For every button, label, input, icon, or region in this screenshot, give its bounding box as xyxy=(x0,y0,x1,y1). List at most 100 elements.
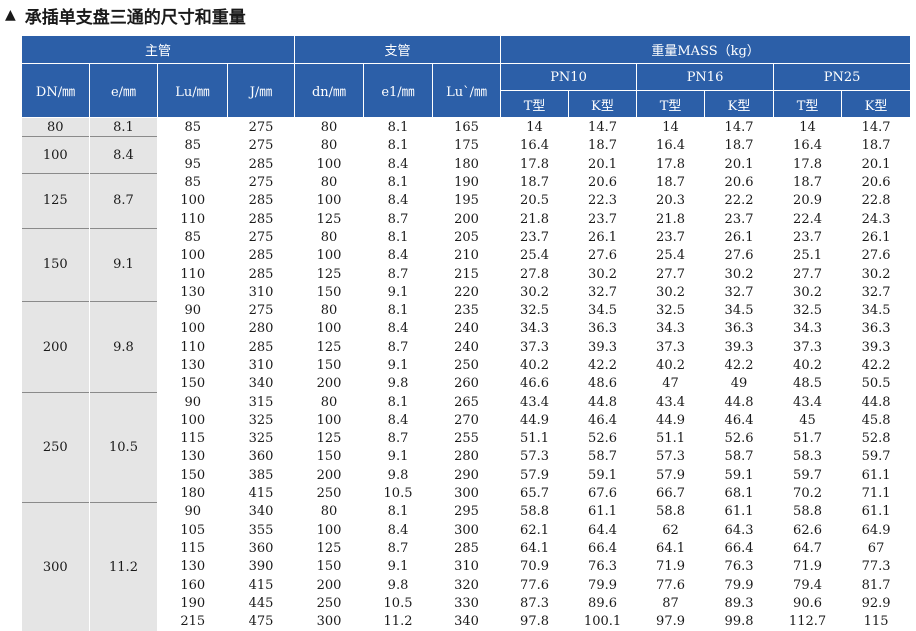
e-cell: 8.7 xyxy=(89,172,158,229)
table-row: 110 285 125 8.7 200 21.8 23.7 21.8 23.7 22.4 24.3 xyxy=(22,210,911,228)
table-row: 125 8.7 85 275 80 8.1 190 18.7 20.6 18.7 20.6 18.7 2… xyxy=(21,172,911,229)
pn25-k-cell: 18.7 xyxy=(861,138,891,154)
lu-cell: 90 xyxy=(184,303,202,319)
j-cell: 415 xyxy=(248,577,274,593)
pn10-t-cell: 65.7 xyxy=(520,486,549,502)
pn25-k-cell: 36.3 xyxy=(861,321,891,337)
dn-branch-cell: 100 xyxy=(316,248,342,264)
e1-cell: 8.4 xyxy=(387,248,409,264)
j-cell: 360 xyxy=(248,449,274,465)
e1-cell: 8.1 xyxy=(387,229,409,245)
lu2-cell: 205 xyxy=(454,229,479,245)
pn16-t-cell: 20.3 xyxy=(656,193,685,209)
j-cell: 325 xyxy=(248,431,274,447)
dn-branch-header: dn/㎜ xyxy=(294,63,365,118)
pn16-t-cell: 37.3 xyxy=(656,339,685,355)
lu2-cell: 340 xyxy=(454,614,479,630)
j-cell: 340 xyxy=(248,504,274,520)
e-cell: 10.5 xyxy=(89,392,158,503)
pn10-t-cell: 58.8 xyxy=(520,504,549,520)
e1-cell: 9.1 xyxy=(387,284,409,300)
pn16-k-cell: 23.7 xyxy=(724,211,754,227)
pn10-k-cell: 27.6 xyxy=(588,248,617,264)
pn16-t-cell: 64.1 xyxy=(656,540,685,556)
dn-branch-cell: 100 xyxy=(316,412,342,428)
pn10-k-cell: 100.1 xyxy=(583,614,622,630)
pn25-k-cell: 44.8 xyxy=(861,394,891,410)
pn16-t-cell: 47 xyxy=(662,376,679,392)
table-row: 105 355 100 8.4 300 62.1 64.4 62 64.3 62.6 64.9 xyxy=(22,521,911,539)
pn25-k-cell: 50.5 xyxy=(861,376,891,392)
dn-header: DN/㎜ xyxy=(21,63,90,118)
pn16-k-header: K型 xyxy=(704,90,775,118)
dn-cell: 150 xyxy=(21,227,90,302)
pn25-k-header: K型 xyxy=(841,90,912,118)
j-cell: 285 xyxy=(248,156,274,172)
table-row: 115 325 125 8.7 255 51.1 52.6 51.1 52.6 51.7 52.8 xyxy=(22,430,911,448)
table-row: 80 8.1 85 275 80 8.1 165 14 14.7 14 14.7 14 14.7 xyxy=(21,117,911,137)
lu-header: Lu/㎜ xyxy=(157,63,228,118)
pn16-t-cell: 18.7 xyxy=(656,175,685,191)
table-row: 250 10.5 90 315 80 8.1 265 43.4 44.8 43.4 44.8 43.4… xyxy=(21,392,911,503)
e-cell: 8.4 xyxy=(89,136,158,174)
pn10-t-cell: 46.6 xyxy=(520,376,549,392)
table-row: 95 285 100 8.4 180 17.8 20.1 17.8 20.1 17.8 20.1 xyxy=(22,155,911,173)
lu-cell: 150 xyxy=(180,467,206,483)
dn-branch-cell: 200 xyxy=(316,376,342,392)
table-row: 110 285 125 8.7 215 27.8 30.2 27.7 30.2 27.7 30.2 xyxy=(22,265,911,283)
pn10-k-cell: 67.6 xyxy=(588,486,617,502)
pn10-t-cell: 87.3 xyxy=(520,595,549,611)
pn10-k-cell: 58.7 xyxy=(588,449,617,465)
lu2-cell: 180 xyxy=(454,156,479,172)
j-cell: 310 xyxy=(248,284,274,300)
j-cell: 285 xyxy=(248,248,274,264)
j-cell: 285 xyxy=(248,211,274,227)
pn10-t-cell: 44.9 xyxy=(520,412,549,428)
pn25-t-cell: 58.8 xyxy=(793,504,822,520)
pn25-t-cell: 48.5 xyxy=(793,376,822,392)
lu2-cell: 300 xyxy=(454,486,479,502)
dn-branch-cell: 80 xyxy=(320,303,338,319)
pn16-k-cell: 39.3 xyxy=(724,339,754,355)
pn10-t-cell: 14 xyxy=(526,119,543,135)
pn10-k-cell: 44.8 xyxy=(588,394,617,410)
table-row: 150 385 200 9.8 290 57.9 59.1 57.9 59.1 59.7 61.1 xyxy=(22,466,911,484)
pn25-t-cell: 14 xyxy=(799,119,816,135)
lu2-cell: 200 xyxy=(454,211,479,227)
dn-branch-cell: 80 xyxy=(320,394,338,410)
pn25-k-cell: 61.1 xyxy=(861,504,891,520)
e1-cell: 9.8 xyxy=(387,467,409,483)
lu2-cell: 210 xyxy=(454,248,479,264)
table-row: 100 325 100 8.4 270 44.9 46.4 44.9 46.4 45 45.8 xyxy=(22,411,911,429)
pn16-k-cell: 99.8 xyxy=(724,614,754,630)
e1-cell: 8.7 xyxy=(387,339,409,355)
pn10-t-cell: 70.9 xyxy=(520,559,549,575)
pn25-header: PN25 xyxy=(773,63,912,91)
pn25-k-cell: 34.5 xyxy=(861,303,891,319)
pn25-t-cell: 51.7 xyxy=(793,431,822,447)
pn25-t-cell: 43.4 xyxy=(793,394,822,410)
lu-cell: 95 xyxy=(184,156,202,172)
lu-cell: 100 xyxy=(180,248,206,264)
pn25-t-cell: 23.7 xyxy=(793,229,822,245)
pn16-k-cell: 79.9 xyxy=(724,577,754,593)
j-cell: 310 xyxy=(248,358,274,373)
triangle-marker-icon: ▲ xyxy=(5,7,16,23)
pn16-k-cell: 18.7 xyxy=(724,138,754,154)
dn-branch-cell: 250 xyxy=(316,595,342,611)
e1-cell: 8.4 xyxy=(387,193,409,209)
table-row: 150 340 200 9.8 260 46.6 48.6 47 49 48.5 50.5 xyxy=(22,375,911,393)
pn16-k-cell: 20.6 xyxy=(724,175,754,191)
pn16-t-cell: 66.7 xyxy=(656,486,685,502)
e1-cell: 11.2 xyxy=(383,614,413,630)
pn10-k-cell: 76.3 xyxy=(588,559,617,575)
lu2-cell: 175 xyxy=(454,138,479,154)
dn-cell: 200 xyxy=(21,300,90,393)
j-cell: 360 xyxy=(248,540,274,556)
dn-branch-cell: 100 xyxy=(316,522,342,538)
j-header: J/㎜ xyxy=(226,63,296,118)
j-cell: 275 xyxy=(248,119,274,135)
pn10-k-cell: 48.6 xyxy=(588,376,617,392)
pn25-k-cell: 42.2 xyxy=(861,358,891,373)
table-row: 100 285 100 8.4 210 25.4 27.6 25.4 27.6 25.1 27.6 xyxy=(22,247,911,265)
